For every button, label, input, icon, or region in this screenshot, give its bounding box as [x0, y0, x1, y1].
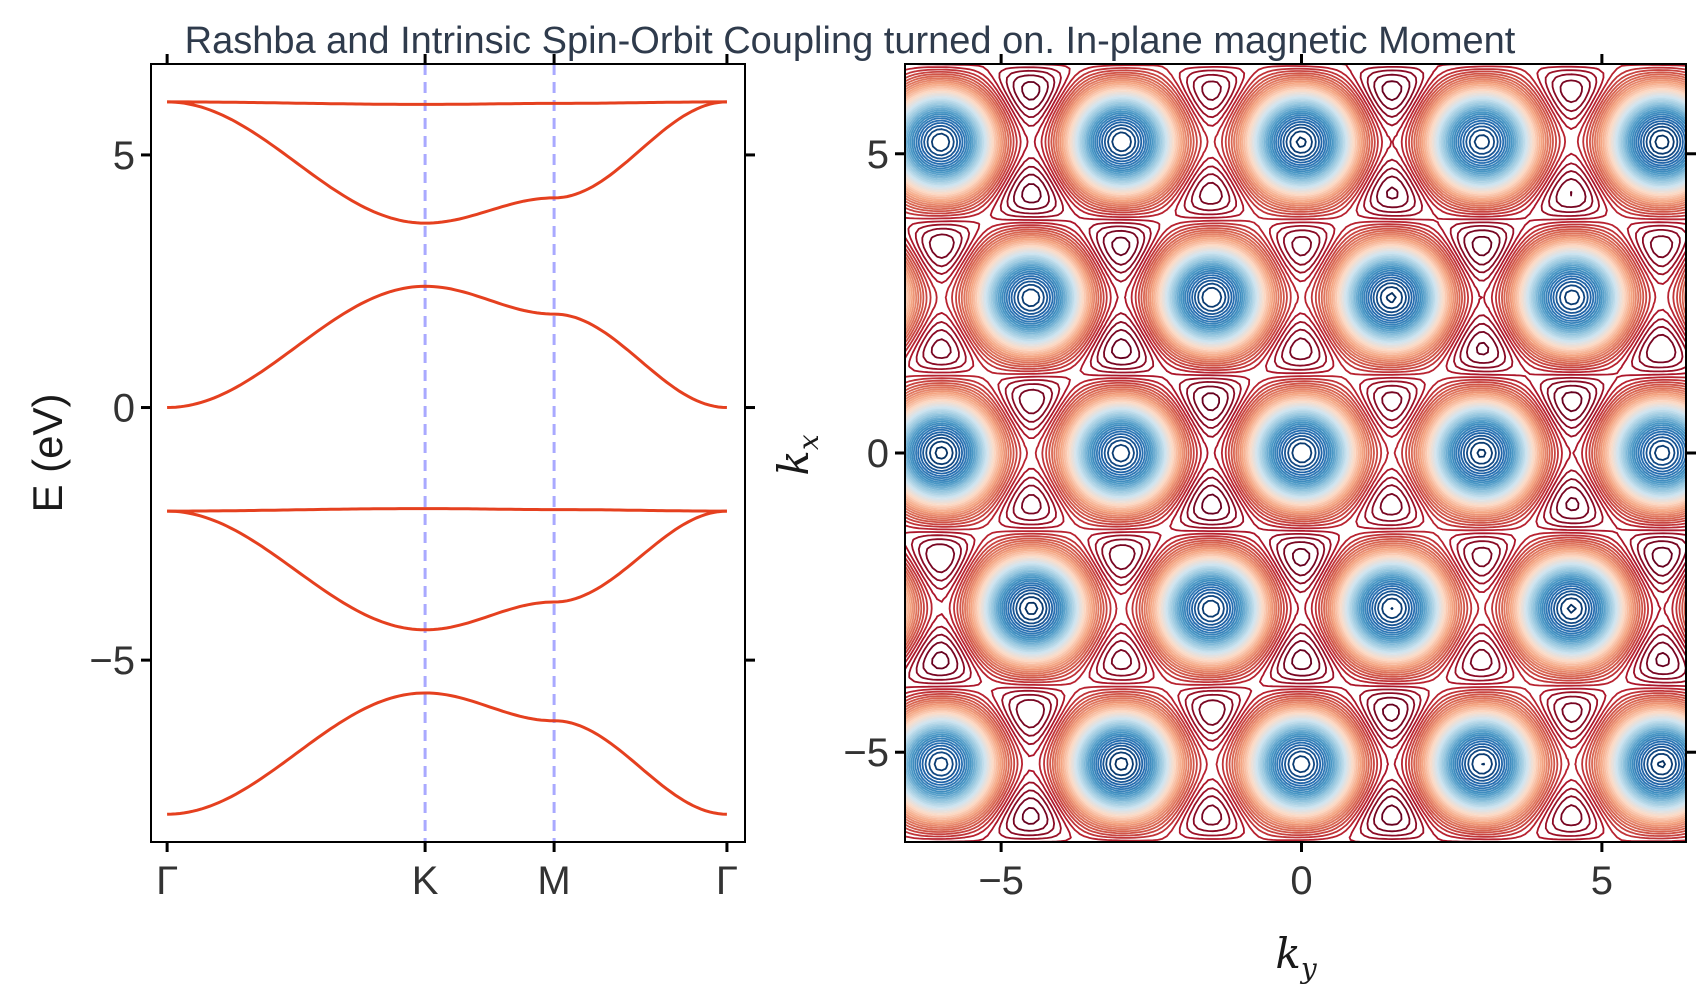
- contour-xtick-label: 5: [1591, 859, 1613, 903]
- band-xtick-label: K: [412, 859, 439, 903]
- contour-chart: −5 0 550−5 ky kx: [769, 54, 1696, 985]
- contour-level-19: [905, 91, 1686, 815]
- band-ytick-label: 0: [113, 387, 135, 431]
- contour-level-21: [905, 94, 1686, 812]
- band-line-1: [167, 100, 727, 225]
- contour-x-axis-label-main: k: [1275, 929, 1300, 978]
- band-plot-frame: [150, 63, 746, 843]
- contour-level-15: [905, 84, 1686, 822]
- band-lines: [167, 100, 727, 816]
- contour-level-10: [905, 75, 1686, 831]
- contour-level-14: [905, 82, 1686, 823]
- contour-y-axis-label: kx: [769, 434, 825, 475]
- contour-xtick-label: −5: [978, 859, 1024, 903]
- contour-ytick-label: 5: [867, 133, 889, 177]
- band-line-2: [167, 284, 727, 409]
- contour-level-13: [905, 81, 1686, 825]
- band-xtick-label: Γ: [716, 859, 738, 903]
- contour-ytick-label: 0: [867, 432, 889, 476]
- contour-level-20: [905, 92, 1686, 813]
- contour-level-7: [905, 69, 1686, 837]
- band-ytick-label: 5: [113, 134, 135, 178]
- contour-level-6: [905, 66, 1686, 840]
- chart-title: Rashba and Intrinsic Spin-Orbit Coupling…: [185, 20, 1516, 62]
- band-line-4: [167, 509, 727, 632]
- contour-level-22: [905, 96, 1686, 810]
- contour-level-0: [931, 80, 1673, 826]
- band-xtick-label: Γ: [156, 859, 178, 903]
- band-line-0: [167, 100, 727, 106]
- contour-level-16: [905, 86, 1686, 820]
- contour-level-9: [905, 73, 1686, 833]
- contour-level-3: [908, 66, 1686, 840]
- contour-y-axis-label-sub: x: [792, 434, 825, 450]
- contour-x-axis-label-sub: y: [1299, 952, 1318, 985]
- contour-level-18: [905, 89, 1686, 817]
- contour-level-2: [915, 69, 1686, 837]
- contour-level-5: [905, 64, 1686, 842]
- contour-level-1: [922, 73, 1681, 833]
- band-ticks: 5 0 −5 Γ K M Γ: [89, 54, 755, 903]
- band-vlines: [423, 64, 556, 842]
- band-structure-chart: 5 0 −5 Γ K M Γ E (eV): [24, 54, 755, 903]
- contour-level-8: [905, 71, 1686, 835]
- band-ytick-label: −5: [89, 639, 135, 683]
- contour-y-axis-label-main: k: [769, 450, 818, 475]
- contour-lines: [905, 64, 1686, 842]
- contour-level-17: [905, 88, 1686, 818]
- contour-xtick-label: 0: [1290, 859, 1312, 903]
- band-xtick-label: M: [537, 859, 570, 903]
- band-line-5: [167, 691, 727, 816]
- contour-level-12: [905, 79, 1686, 827]
- band-y-axis-label: E (eV): [24, 393, 71, 512]
- band-line-3: [167, 507, 727, 513]
- contour-x-axis-label: ky: [1275, 929, 1317, 985]
- contour-ytick-label: −5: [843, 731, 889, 775]
